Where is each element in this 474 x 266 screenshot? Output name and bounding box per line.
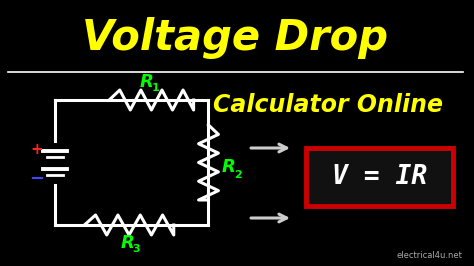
Text: −: − <box>29 170 44 188</box>
Text: 3: 3 <box>132 244 140 254</box>
Text: 2: 2 <box>235 169 242 180</box>
Text: +: + <box>30 142 43 156</box>
Text: V = IR: V = IR <box>332 164 427 190</box>
Text: Voltage Drop: Voltage Drop <box>82 17 388 59</box>
Text: R: R <box>120 234 134 252</box>
Bar <box>306 148 453 206</box>
Text: R: R <box>140 73 154 91</box>
Text: 1: 1 <box>152 83 160 93</box>
Text: Calculator Online: Calculator Online <box>213 93 443 117</box>
Text: R: R <box>221 159 235 177</box>
Text: electrical4u.net: electrical4u.net <box>397 251 463 260</box>
